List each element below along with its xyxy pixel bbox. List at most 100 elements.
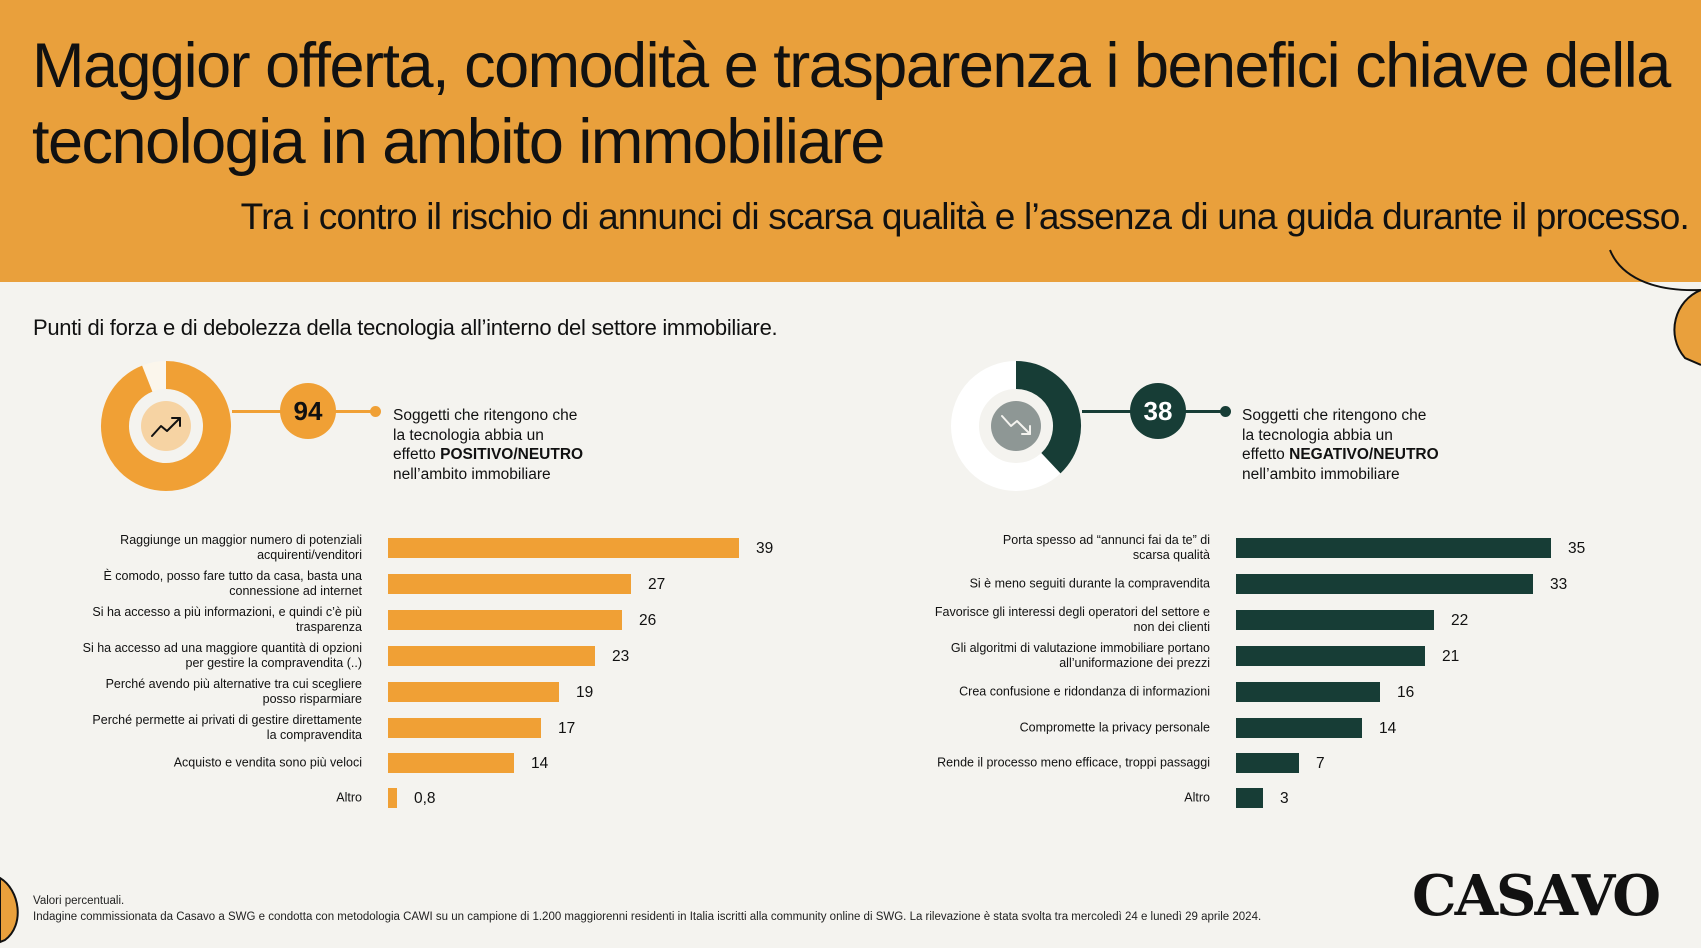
positive-desc-line-3: effetto POSITIVO/NEUTRO — [393, 445, 593, 465]
positive-bar — [388, 574, 631, 594]
positive-value-badge: 94 — [280, 383, 336, 439]
footnote-units: Valori percentuali. — [33, 895, 125, 907]
positive-bar-value: 26 — [639, 612, 657, 629]
negative-bar-value: 22 — [1451, 612, 1469, 629]
positive-bar — [388, 610, 622, 630]
positive-desc-prefix: effetto — [393, 446, 441, 463]
negative-panel: 38 Soggetti che ritengono che la tecnolo… — [848, 360, 1648, 840]
negative-desc-line-2: la tecnologia abbia un — [1242, 426, 1393, 444]
positive-bar-value: 19 — [576, 684, 594, 701]
positive-bar-row: Si ha accesso ad una maggiore quantità d… — [0, 638, 800, 674]
positive-bar-label: È comodo, posso fare tutto da casa, bast… — [62, 569, 363, 599]
positive-donut-arc — [101, 361, 231, 491]
positive-description: Soggetti che ritengono che la tecnologia… — [393, 406, 593, 484]
negative-bar-label-line: Porta spesso ad “annunci fai da te” di — [1002, 533, 1210, 547]
positive-bar-label-line: Perché permette ai privati di gestire di… — [92, 713, 362, 727]
negative-bar-value: 35 — [1568, 540, 1586, 557]
negative-desc-line-4: nell’ambito immobiliare — [1242, 465, 1400, 483]
negative-bar — [1236, 646, 1425, 666]
negative-bar-label: Crea confusione e ridondanza di informaz… — [910, 685, 1210, 700]
positive-bar-label: Acquisto e vendita sono più veloci — [62, 756, 362, 771]
positive-bar-label: Raggiunge un maggior numero di potenzial… — [62, 533, 362, 563]
negative-desc-bold: NEGATIVO/NEUTRO — [1289, 446, 1439, 463]
negative-icon-circle — [991, 401, 1041, 451]
positive-bar-label: Perché permette ai privati di gestire di… — [62, 713, 362, 743]
negative-connector-dot — [1220, 406, 1231, 417]
positive-bar-value: 17 — [558, 720, 576, 737]
positive-bar-label-line: posso risparmiare — [262, 692, 362, 706]
positive-bar — [388, 538, 739, 558]
negative-desc-prefix: effetto — [1242, 446, 1290, 463]
negative-bar-row: Gli algoritmi di valutazione immobiliare… — [848, 638, 1648, 674]
negative-bar-value: 33 — [1550, 576, 1568, 593]
section-title: Punti di forza e di debolezza della tecn… — [33, 315, 778, 340]
negative-bar-value: 16 — [1397, 684, 1415, 701]
positive-bar-label-line: Perché avendo più alternative tra cui sc… — [105, 677, 362, 691]
negative-bar-label: Rende il processo meno efficace, troppi … — [910, 756, 1210, 771]
negative-bar — [1236, 718, 1362, 738]
negative-bar — [1236, 753, 1299, 773]
negative-bar — [1236, 538, 1551, 558]
negative-bar-label-line: Gli algoritmi di valutazione immobiliare… — [950, 641, 1210, 655]
trend-down-icon — [1001, 415, 1031, 435]
positive-bar — [388, 682, 559, 702]
positive-donut — [101, 361, 231, 491]
negative-donut-arc — [1015, 361, 1081, 474]
negative-bar-label-line: Crea confusione e ridondanza di informaz… — [959, 684, 1210, 699]
positive-bar-label: Si ha accesso a più informazioni, e quin… — [62, 605, 362, 635]
positive-bar-value: 23 — [612, 648, 630, 665]
negative-bar-label-line: scarsa qualità — [1132, 548, 1210, 562]
positive-bar-value: 39 — [756, 540, 774, 557]
negative-bar — [1236, 574, 1533, 594]
page-title: Maggior offerta, comodità e trasparenza … — [32, 31, 1671, 177]
negative-donut — [951, 361, 1081, 491]
negative-bar-row: Compromette la privacy personale 14 — [848, 710, 1648, 746]
negative-bar — [1236, 682, 1380, 702]
footnote-methodology: Indagine commissionata da Casavo a SWG e… — [33, 911, 1262, 923]
trend-up-icon — [151, 417, 181, 437]
positive-bar-row: Acquisto e vendita sono più veloci 14 — [0, 745, 800, 781]
negative-value-badge: 38 — [1130, 383, 1186, 439]
negative-bar-label-line: Rende il processo meno efficace, troppi … — [937, 755, 1210, 770]
positive-bar — [388, 788, 397, 808]
positive-bar-row: Perché avendo più alternative tra cui sc… — [0, 674, 800, 710]
negative-bar-label-line: all’uniformazione dei prezzi — [1059, 656, 1210, 670]
negative-bar-label: Compromette la privacy personale — [910, 721, 1210, 736]
positive-desc-bold: POSITIVO/NEUTRO — [440, 446, 584, 463]
negative-bar-label: Gli algoritmi di valutazione immobiliare… — [910, 641, 1210, 671]
negative-desc-line-3: effetto NEGATIVO/NEUTRO — [1242, 445, 1442, 465]
negative-bar-row: Crea confusione e ridondanza di informaz… — [848, 674, 1648, 710]
negative-desc-line-1: Soggetti che ritengono che — [1242, 407, 1427, 424]
negative-bar-label-line: non dei clienti — [1133, 620, 1210, 634]
positive-connector-dot — [370, 406, 381, 417]
positive-bar — [388, 646, 595, 666]
positive-bar-label: Altro — [62, 791, 362, 806]
positive-bar-row: Raggiunge un maggior numero di potenzial… — [0, 530, 800, 566]
positive-bar-label: Perché avendo più alternative tra cui sc… — [62, 677, 362, 707]
positive-bar — [388, 753, 514, 773]
positive-bar-label: Si ha accesso ad una maggiore quantità d… — [62, 641, 362, 671]
positive-bar-label-line: Acquisto e vendita sono più veloci — [173, 755, 362, 770]
positive-bar-row: Si ha accesso a più informazioni, e quin… — [0, 602, 800, 638]
negative-bar-label-line: Favorisce gli interessi degli operatori … — [934, 605, 1210, 619]
negative-bar-label: Altro — [910, 791, 1210, 806]
negative-bar-value: 21 — [1442, 648, 1460, 665]
positive-bar-label-line: acquirenti/venditori — [257, 548, 362, 562]
positive-bar-row: Altro 0,8 — [0, 780, 800, 816]
positive-bar-label-line: Si ha accesso a più informazioni, e quin… — [92, 605, 362, 619]
negative-bar-value: 7 — [1316, 755, 1325, 772]
negative-bar — [1236, 610, 1434, 630]
negative-bar-value: 3 — [1280, 790, 1289, 807]
positive-bar-label-line: trasparenza — [295, 620, 362, 634]
casavo-logo: CASAVO — [1412, 863, 1661, 929]
positive-bar — [388, 718, 541, 738]
positive-desc-line-2: la tecnologia abbia un — [393, 426, 544, 444]
negative-bar-label: Si è meno seguiti durante la compravendi… — [910, 577, 1210, 592]
footnote: Valori percentuali. Indagine commissiona… — [33, 893, 1261, 925]
positive-bar-label-line: connessione ad internet — [229, 584, 362, 598]
negative-bar-label-line: Si è meno seguiti durante la compravendi… — [969, 576, 1210, 591]
negative-bar-label-line: Compromette la privacy personale — [1019, 720, 1210, 735]
positive-bar-label-line: È comodo, posso fare tutto da casa, bast… — [103, 569, 363, 583]
negative-bar-row: Si è meno seguiti durante la compravendi… — [848, 566, 1648, 602]
negative-bar-row: Porta spesso ad “annunci fai da te” di sc… — [848, 530, 1648, 566]
